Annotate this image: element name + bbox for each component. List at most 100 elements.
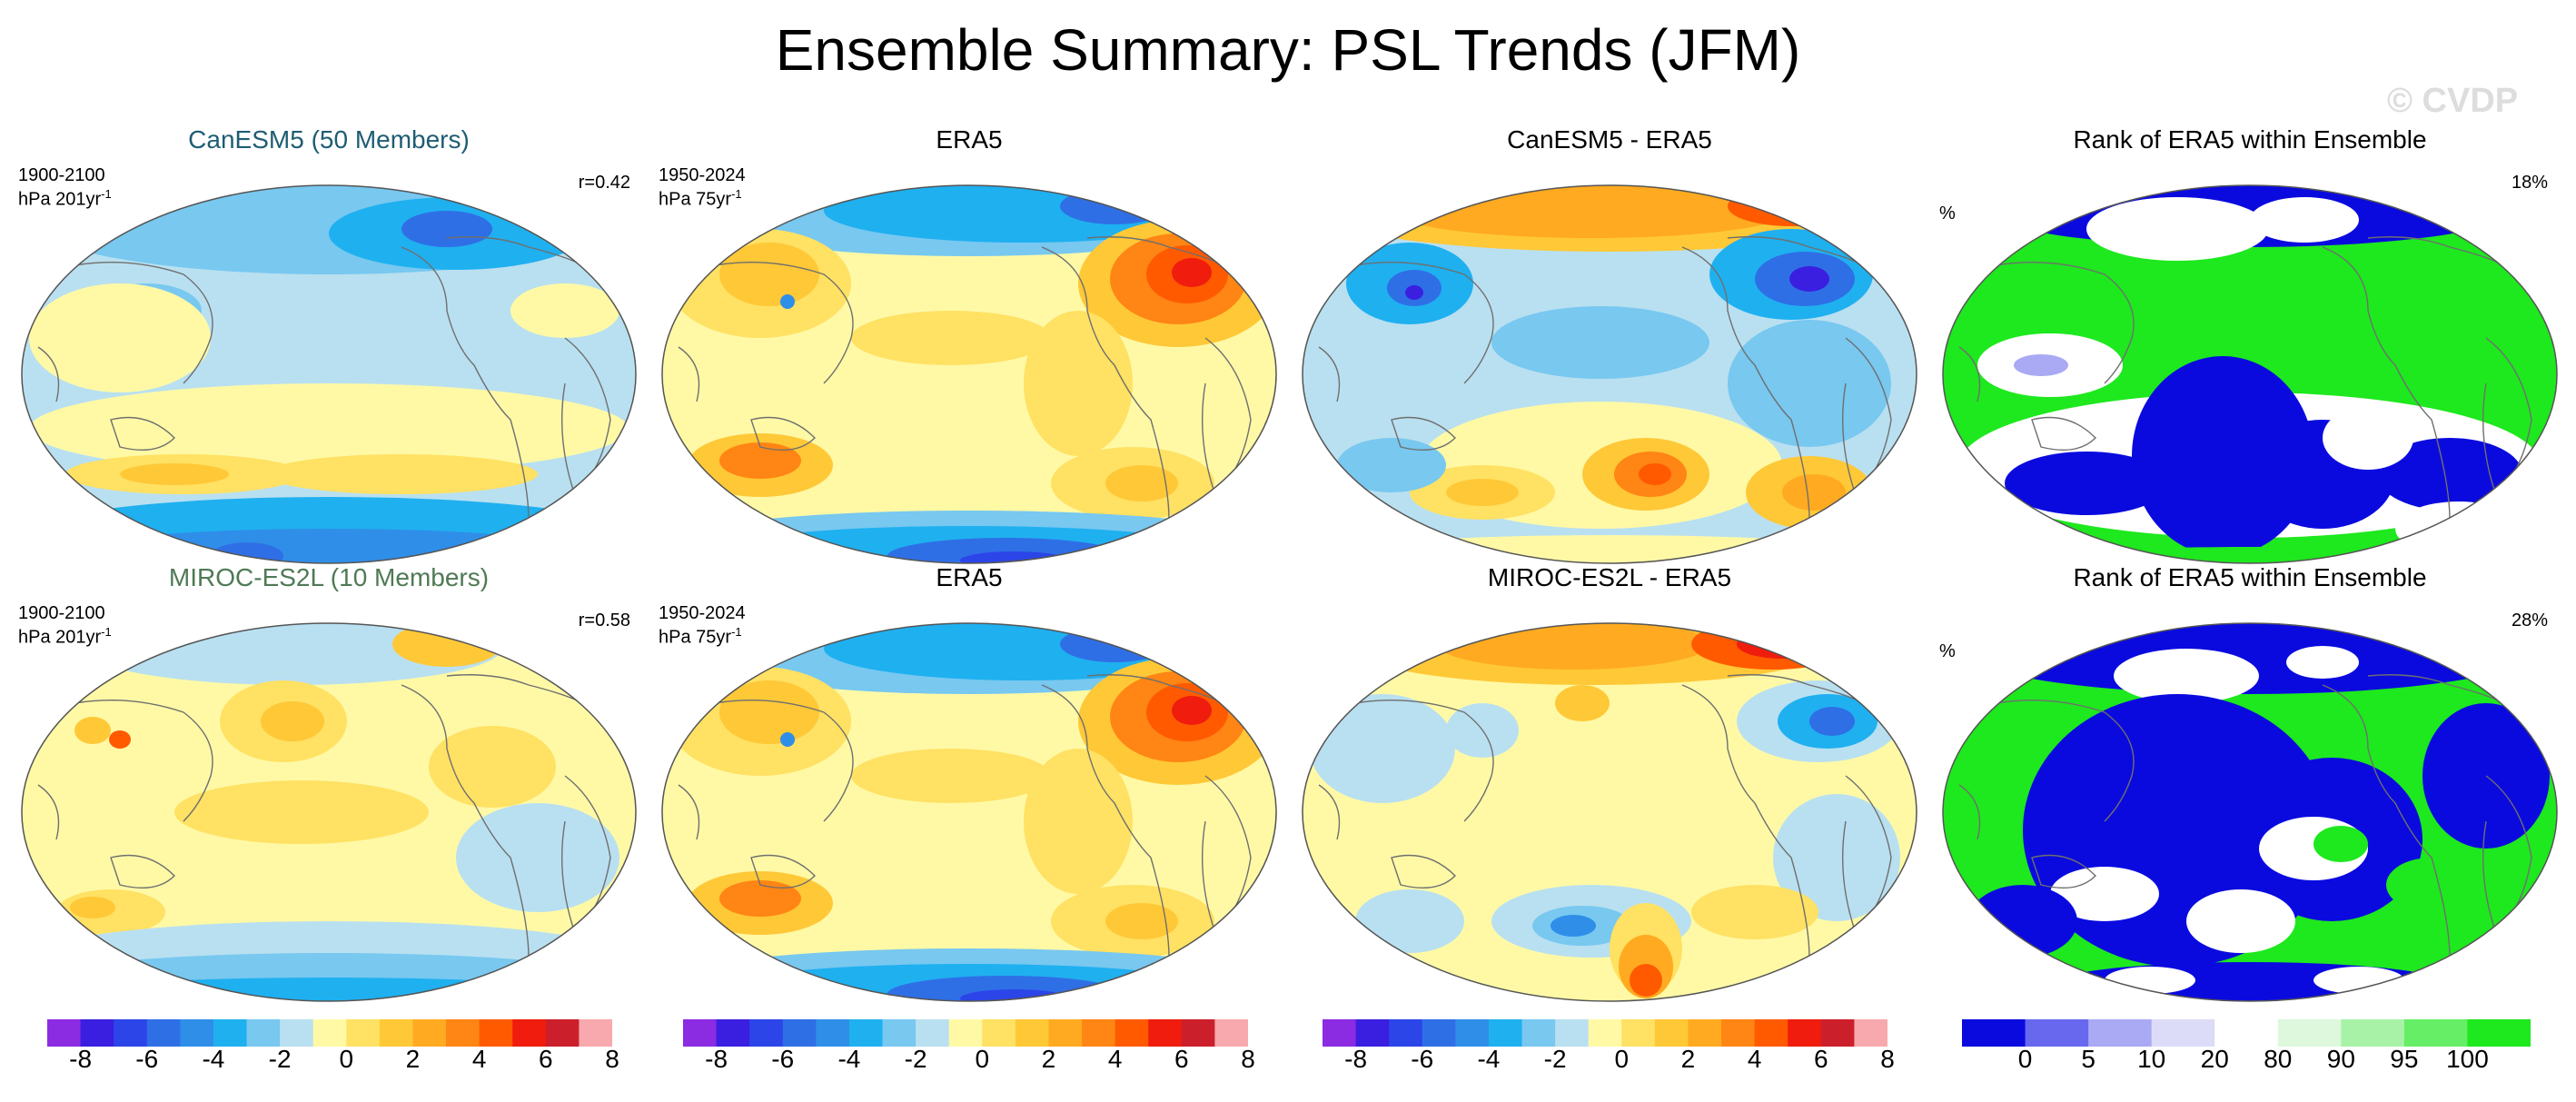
field-region [2386,858,2477,912]
colorbar-tick-label: 4 [1747,1045,1762,1073]
field-region [1782,474,1846,511]
map-outline [661,184,1277,564]
colorbar-tick-label: -2 [268,1045,292,1073]
colorbar-swatch [749,1019,784,1047]
field-region [719,243,819,306]
colorbar-swatch [2025,1019,2089,1047]
colorbar-tick-label: -8 [1344,1045,1368,1073]
colorbar-tick-label: 8 [605,1045,619,1073]
coastline [1391,854,1456,889]
colorbar-swatch [1521,1019,1556,1047]
colorbar-tick-label: -8 [705,1045,728,1073]
coastline [1958,346,1981,402]
colorbar-swatch [1148,1019,1183,1047]
coastline [1995,261,2135,384]
units-label: hPa 75yr-1 [659,625,742,649]
coastline [37,784,60,840]
panel-title: Rank of ERA5 within Ensemble [2073,125,2427,154]
map-outline [21,184,637,564]
coastline [1958,784,1981,840]
coastline [2367,674,2505,704]
field-region [2050,867,2159,921]
coastline [1995,699,2135,822]
coastline [714,699,854,822]
trend-map [1302,622,1917,1002]
coastline [2031,854,2096,889]
colorbar-tick-label: 90 [2326,1045,2355,1073]
coastline [1354,699,1494,822]
trend-map [21,622,637,1002]
colorbar-swatch [1488,1019,1523,1047]
colorbar-swatch [579,1019,612,1047]
colorbar-swatch [1588,1019,1622,1047]
colorbar-tick-label: 0 [1614,1045,1630,1073]
colorbar-swatch [412,1019,447,1047]
colorbar-swatch [1621,1019,1656,1047]
colorbar [1962,1019,2531,1047]
field-region [2186,889,2295,953]
colorbar-tick-label: 2 [1680,1045,1696,1073]
field-region [1060,188,1169,224]
colorbar-swatch [716,1019,750,1047]
colorbar-swatch [2467,1019,2531,1047]
coastline [2031,416,2096,452]
colorbar-swatch [114,1019,148,1047]
colorbar-tick-label: -4 [202,1045,225,1073]
field-region [2395,501,2522,556]
colorbar-swatch [1555,1019,1590,1047]
colorbar-tick-label: 100 [2446,1045,2489,1073]
field-region [1555,685,1610,721]
field-region [510,283,619,338]
watermark: © CVDP [2387,82,2519,120]
field-region [1639,463,1671,485]
pattern-correlation: r=0.42 [578,173,630,193]
colorbar-tick-label: 8 [1880,1045,1895,1073]
colorbar-swatch [1962,1019,2026,1047]
colorbar-swatch [346,1019,381,1047]
colorbar-swatch [2341,1019,2405,1047]
colorbar-swatch [683,1019,718,1047]
field-region [1446,479,1519,506]
trend-map [1302,184,1917,564]
colorbar-tick-label: -6 [771,1045,795,1073]
colorbar-swatch [1082,1019,1116,1047]
field-region [1728,186,1855,226]
model-panel: CanESM5 (50 Members) 1900-2100 hPa 201yr-1… [11,125,647,564]
field-region [109,730,131,749]
field-region [29,383,629,474]
field-region [261,701,324,741]
map-outline [1302,622,1917,1002]
field-region [1105,465,1178,501]
colorbar-tick-label: -8 [69,1045,93,1073]
colorbar-swatch [1422,1019,1456,1047]
field-region [719,442,801,479]
map-field [662,185,1276,563]
colorbar-swatch [2403,1019,2468,1047]
rank-percent: 18% [2511,173,2548,193]
model-panel: MIROC-ES2L (10 Members) 1900-2100 hPa 201y… [11,563,647,1002]
panel-title: CanESM5 - ERA5 [1507,125,1712,154]
field-region [719,880,801,917]
colorbar [47,1019,612,1047]
colorbar-swatch [1455,1019,1490,1047]
field-region [780,294,795,309]
panel-title: ERA5 [936,563,1003,591]
field-region [456,803,619,912]
colorbar-swatch [1721,1019,1756,1047]
coastline [37,346,60,402]
colorbar-tick-label: 20 [2200,1045,2229,1073]
field-region [392,623,501,667]
field-region [1968,885,2077,958]
colorbar-tick-label: -2 [1543,1045,1567,1073]
field-region [1809,707,1855,736]
coastline [1727,236,1865,266]
field-region [2250,197,2359,243]
coastline [1086,236,1224,266]
field-region [1105,903,1178,939]
field-region [1355,889,1464,953]
units-exponent: -1 [101,187,112,201]
rank-map [1942,184,2558,564]
field-region [401,211,492,247]
colorbar-swatch [213,1019,248,1047]
units-text: hPa 75yr [659,627,732,648]
